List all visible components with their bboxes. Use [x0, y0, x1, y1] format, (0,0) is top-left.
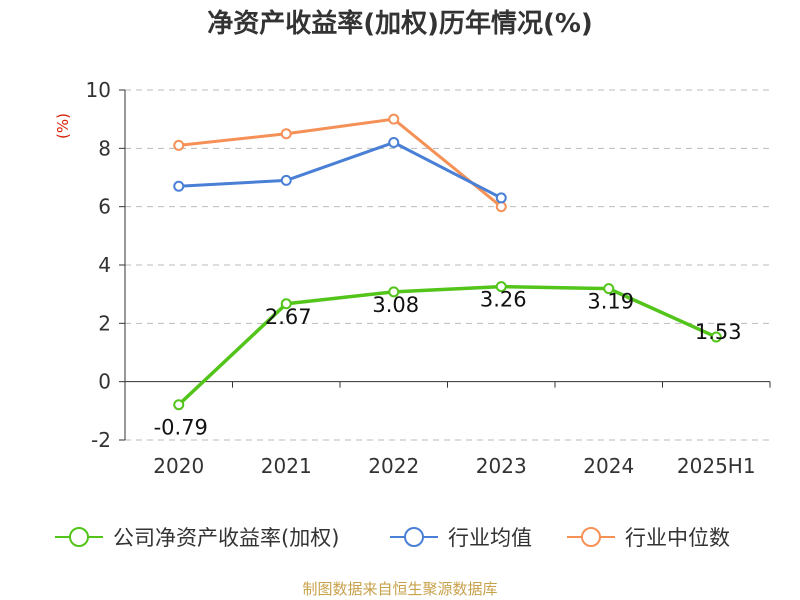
y-tick-label: -2 [91, 428, 111, 452]
data-point-0 [710, 331, 722, 343]
legend-marker [581, 527, 601, 547]
x-tick-label: 2023 [476, 454, 527, 478]
data-point-2 [280, 128, 292, 140]
data-point-1 [280, 174, 292, 186]
y-tick-label: 8 [98, 136, 111, 160]
data-point-0 [173, 399, 185, 411]
series-line-0 [177, 284, 717, 406]
series-line-1 [178, 141, 502, 200]
data-label: 3.26 [480, 288, 527, 312]
data-label: 3.19 [587, 290, 634, 314]
series-line-2 [178, 117, 503, 208]
x-tick-label: 2020 [153, 454, 204, 478]
legend-label: 行业均值 [448, 526, 532, 550]
y-tick-label: 10 [86, 78, 111, 102]
data-point-0 [388, 286, 400, 298]
data-point-0 [495, 281, 507, 293]
y-axis-unit: (%) [54, 113, 72, 139]
axes: -2 0 2 4 6 8 10 2020 2021 2022 2023 2024 2025H1 [86, 78, 771, 478]
data-point-1 [495, 192, 507, 204]
data-label: 2.67 [265, 305, 312, 329]
data-point-1 [388, 137, 400, 148]
data-point-0 [603, 283, 615, 295]
x-tick-label: 2025H1 [677, 454, 756, 478]
y-tick-label: 2 [98, 311, 111, 335]
x-tick-label: 2024 [583, 454, 634, 478]
y-tick-label: 6 [98, 195, 111, 219]
data-point-0 [280, 298, 292, 310]
chart-title: 净资产收益率(加权)历年情况(%) [207, 8, 593, 39]
data-label: -0.79 [154, 416, 208, 440]
y-tick-label: 4 [98, 253, 111, 277]
data-label: 3.08 [372, 293, 419, 317]
data-point-1 [173, 180, 185, 192]
legend-label: 行业中位数 [625, 526, 730, 550]
series-layer [173, 113, 722, 411]
x-tick-label: 2022 [368, 454, 419, 478]
data-point-2 [388, 113, 400, 125]
data-label: 1.53 [695, 320, 742, 344]
legend-marker [404, 527, 424, 547]
legend-marker [69, 527, 89, 547]
y-tick-label: 0 [98, 370, 111, 394]
data-point-2 [495, 201, 507, 213]
legend-label: 公司净资产收益率(加权) [113, 526, 339, 550]
data-labels: -0.79 2.67 3.08 3.26 3.19 1.53 [154, 288, 742, 440]
grid [125, 89, 770, 441]
data-point-2 [173, 139, 185, 151]
source-note: 制图数据来自恒生聚源数据库 [302, 580, 497, 598]
legend: 公司净资产收益率(加权) 行业均值 行业中位数 [55, 526, 730, 550]
x-tick-label: 2021 [261, 454, 312, 478]
